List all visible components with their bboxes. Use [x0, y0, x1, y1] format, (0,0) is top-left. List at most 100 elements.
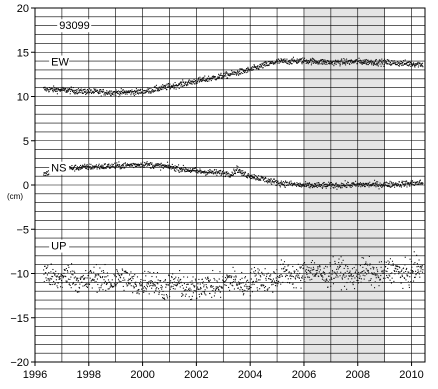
data-point [389, 279, 391, 281]
data-point [413, 251, 415, 253]
data-point [361, 63, 363, 65]
data-point [151, 162, 153, 164]
data-point [218, 171, 220, 173]
data-point [258, 66, 260, 68]
x-tick-label: 2008 [346, 369, 370, 381]
data-point [273, 280, 276, 282]
data-point [317, 63, 319, 65]
data-point [270, 274, 272, 276]
data-point [401, 181, 404, 183]
data-point [170, 168, 172, 170]
data-point [249, 176, 251, 178]
data-point [161, 88, 163, 91]
data-point [267, 272, 269, 274]
data-point [351, 268, 354, 270]
data-point [397, 271, 399, 273]
data-point [290, 62, 292, 64]
data-point [283, 185, 285, 187]
data-point [290, 272, 292, 274]
data-point [413, 63, 415, 65]
data-point [266, 180, 268, 182]
data-point [316, 272, 318, 274]
data-point [242, 294, 244, 296]
data-point [398, 62, 400, 64]
data-point [173, 278, 175, 280]
data-point [70, 168, 72, 170]
data-point [188, 288, 190, 290]
data-point [149, 91, 151, 93]
data-point [337, 186, 339, 188]
data-point [237, 171, 239, 173]
data-point [240, 170, 242, 172]
data-point [95, 88, 97, 90]
data-point [154, 165, 156, 167]
data-point [121, 92, 123, 94]
data-point [135, 163, 137, 165]
data-point [375, 186, 377, 188]
data-point [274, 272, 276, 275]
data-point [268, 178, 270, 181]
data-point [324, 183, 326, 185]
data-point [146, 161, 148, 163]
data-point [320, 274, 322, 276]
data-point [264, 181, 266, 183]
data-point [412, 272, 414, 274]
data-point [118, 274, 121, 277]
data-point [250, 178, 252, 180]
data-point [251, 176, 253, 178]
data-point [181, 167, 183, 169]
data-point [262, 273, 264, 275]
data-point [228, 175, 230, 177]
data-point [100, 285, 102, 287]
data-point [119, 281, 121, 283]
data-point [141, 283, 143, 285]
data-point [366, 64, 368, 66]
data-point [162, 88, 164, 90]
data-point [223, 73, 225, 75]
data-point [225, 280, 227, 282]
data-point [271, 61, 273, 63]
data-point [365, 63, 367, 65]
data-point [390, 64, 392, 66]
data-point [336, 188, 338, 190]
data-point [344, 276, 346, 278]
data-point [213, 173, 215, 175]
data-point [233, 168, 235, 170]
data-point [51, 275, 53, 278]
data-point [357, 182, 359, 184]
data-point [77, 167, 79, 169]
data-point [346, 60, 348, 62]
data-point [378, 276, 380, 278]
data-point [45, 89, 47, 91]
data-point [177, 84, 179, 86]
data-point [208, 171, 210, 173]
data-point [301, 184, 303, 186]
data-point [100, 89, 102, 91]
data-point [47, 265, 49, 267]
data-point [243, 293, 245, 295]
data-point [151, 287, 153, 289]
data-point [418, 271, 420, 273]
data-point [311, 183, 313, 185]
data-point [144, 279, 146, 282]
data-point [261, 63, 263, 65]
data-point [52, 268, 54, 271]
data-point [370, 278, 372, 280]
data-point [225, 75, 227, 77]
data-point [290, 59, 292, 61]
data-point [271, 181, 273, 183]
data-point [270, 61, 272, 63]
data-point [276, 184, 278, 186]
data-point [173, 166, 175, 168]
data-point [370, 284, 372, 286]
data-point [205, 173, 207, 175]
data-point [116, 165, 119, 167]
data-point [394, 186, 396, 188]
data-point [314, 184, 317, 186]
data-point [158, 293, 160, 295]
data-point [292, 183, 295, 185]
data-point [227, 175, 229, 177]
data-point [339, 63, 341, 65]
data-point [179, 279, 181, 281]
data-point [99, 267, 101, 269]
